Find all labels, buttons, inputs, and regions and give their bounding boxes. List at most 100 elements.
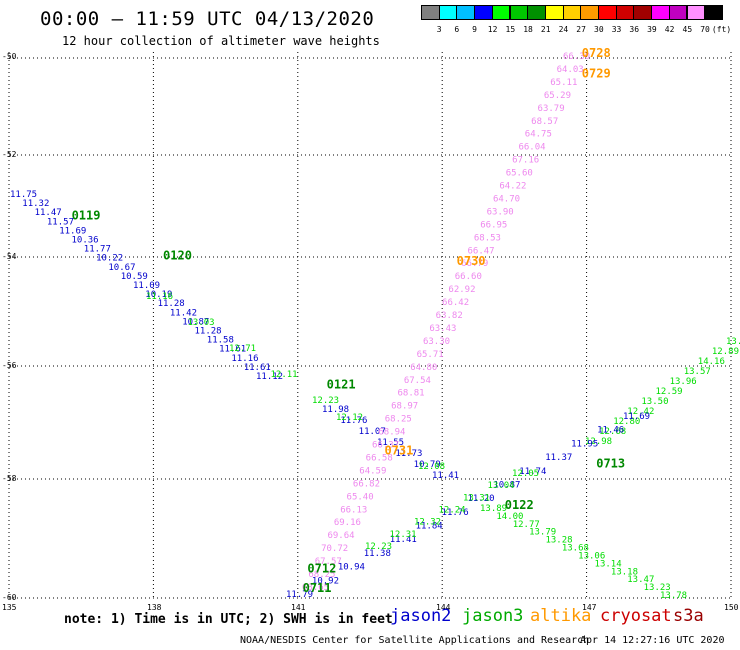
color-swatch bbox=[704, 5, 723, 20]
pass-time-label: 0728 bbox=[582, 46, 611, 60]
swh-value-altika: 65.60 bbox=[506, 169, 533, 179]
color-scale-tick: 21 bbox=[540, 25, 551, 34]
swh-value-jason3: 12.11 bbox=[271, 370, 298, 380]
swh-value-jason3: 11.16 bbox=[146, 292, 173, 302]
lat-label: -52 bbox=[2, 150, 17, 159]
swh-value-jason2: 10.19 bbox=[145, 290, 172, 300]
lon-label: 141 bbox=[291, 603, 306, 612]
swh-value-jason3: 13.89 bbox=[480, 504, 507, 514]
swh-value-jason2: 11.61 bbox=[244, 363, 271, 373]
pass-time-label: 0711 bbox=[303, 581, 332, 595]
swh-value-jason2: 11.73 bbox=[395, 449, 422, 459]
swh-value-jason2: 11.98 bbox=[322, 405, 349, 415]
swh-value-jason3: 12.05 bbox=[512, 469, 539, 479]
swh-value-jason2: 11.77 bbox=[84, 245, 111, 255]
swh-value-altika: 69.64 bbox=[327, 531, 354, 541]
swh-value-altika: 63.79 bbox=[538, 104, 565, 114]
swh-value-jason3: 12.32 bbox=[414, 518, 441, 528]
swh-value-altika: 68.81 bbox=[397, 389, 424, 399]
swh-value-altika: 66.82 bbox=[353, 479, 380, 489]
color-scale-tick: 33 bbox=[611, 25, 622, 34]
lon-label: 144 bbox=[436, 603, 451, 612]
swh-value-altika: 66.13 bbox=[340, 505, 367, 515]
lon-label: 147 bbox=[582, 603, 597, 612]
swh-value-altika: 64.75 bbox=[525, 130, 552, 140]
swh-value-jason3: 12.24 bbox=[439, 506, 466, 516]
swh-value-altika: 64.03 bbox=[557, 65, 584, 75]
color-scale-tick: 6 bbox=[454, 25, 460, 34]
swh-value-altika: 66.04 bbox=[518, 143, 545, 153]
swh-value-jason2: 11.38 bbox=[364, 549, 391, 559]
swh-value-jason2: 11.41 bbox=[390, 535, 417, 545]
pass-time-label: 0731 bbox=[384, 444, 413, 458]
swh-value-jason2: 11.41 bbox=[432, 471, 459, 481]
units-note: note: 1) Time is in UTC; 2) SWH is in fe… bbox=[64, 612, 393, 627]
color-scale-tick: 12 bbox=[487, 25, 498, 34]
swh-value-altika: 68.65 bbox=[302, 583, 329, 593]
swh-value-jason2: 11.95 bbox=[571, 439, 598, 449]
pass-time-label: 0122 bbox=[505, 498, 534, 512]
color-scale-tick: 9 bbox=[472, 25, 477, 34]
pass-time-label: 0713 bbox=[596, 457, 625, 471]
swh-value-altika: 70.72 bbox=[321, 544, 348, 554]
swh-value-altika: 63.30 bbox=[423, 337, 450, 347]
swh-value-altika: 66.58 bbox=[366, 453, 393, 463]
swh-value-altika: 63.43 bbox=[429, 324, 456, 334]
pass-time-label: 0121 bbox=[327, 378, 356, 392]
pass-time-label: 0119 bbox=[72, 208, 101, 222]
swh-value-jason2: 11.42 bbox=[170, 308, 197, 318]
swh-value-altika: 65.11 bbox=[550, 78, 577, 88]
swh-value-jason3: 12.80 bbox=[613, 417, 640, 427]
swh-value-altika: 68.25 bbox=[308, 570, 335, 580]
swh-value-altika: 64.22 bbox=[499, 182, 526, 192]
swh-value-jason2: 11.69 bbox=[59, 226, 86, 236]
swh-value-altika: 67.54 bbox=[404, 376, 431, 386]
swh-value-jason3: 12.23 bbox=[312, 396, 339, 406]
swh-value-jason3: 13.04 bbox=[488, 481, 515, 491]
swh-value-altika: 67.57 bbox=[315, 557, 342, 567]
lat-label: -54 bbox=[2, 252, 17, 261]
swh-value-jason2: 11.37 bbox=[545, 453, 572, 463]
lon-label: 138 bbox=[147, 603, 162, 612]
swh-value-jason2: 11.32 bbox=[22, 199, 49, 209]
swh-value-jason2: 10.59 bbox=[121, 272, 148, 282]
swh-value-jason2: 11.79 bbox=[286, 590, 313, 600]
legend-jason2: jason2 bbox=[390, 606, 452, 626]
swh-value-jason2: 10.36 bbox=[72, 236, 99, 246]
swh-value-altika: 68.57 bbox=[531, 117, 558, 127]
swh-value-altika: 66.79 bbox=[461, 259, 488, 269]
swh-value-jason2: 11.74 bbox=[519, 467, 546, 477]
swh-value-jason3: 14.00 bbox=[496, 512, 523, 522]
swh-value-altika: 63.82 bbox=[436, 311, 463, 321]
swh-value-jason3: 12.89 bbox=[712, 347, 739, 357]
swh-value-jason3: 12.31 bbox=[390, 530, 417, 540]
swh-value-jason3: 12.68 bbox=[599, 427, 626, 437]
swh-value-altika: 69.16 bbox=[334, 518, 361, 528]
swh-value-jason3: 13.50 bbox=[641, 397, 668, 407]
swh-value-jason3: 12.71 bbox=[229, 344, 256, 354]
swh-value-altika: 64.70 bbox=[493, 194, 520, 204]
swh-value-jason3: 13.14 bbox=[595, 559, 622, 569]
color-scale-tick: 36 bbox=[629, 25, 640, 34]
swh-value-jason3: 12.08 bbox=[418, 462, 445, 472]
swh-value-jason3: 13.57 bbox=[684, 367, 711, 377]
pass-time-label: 0712 bbox=[307, 561, 336, 575]
swh-value-jason3: 13.78 bbox=[660, 591, 687, 601]
pass-time-label: 0730 bbox=[457, 254, 486, 268]
lat-label: -60 bbox=[2, 593, 17, 602]
swh-value-jason2: 11.28 bbox=[195, 327, 222, 337]
legend-cryosat: cryosat bbox=[600, 606, 672, 626]
color-scale-tick: 45 bbox=[682, 25, 693, 34]
color-scale-tick: 3 bbox=[436, 25, 442, 34]
color-scale-unit: (ft) bbox=[711, 25, 732, 34]
swh-value-altika: 64.59 bbox=[359, 466, 386, 476]
swh-value-altika: 68.94 bbox=[378, 428, 405, 438]
swh-value-jason3: 13.74 bbox=[726, 337, 740, 347]
swh-value-altika: 68.53 bbox=[474, 233, 501, 243]
swh-value-jason2: 11.07 bbox=[359, 427, 386, 437]
swh-value-altika: 66.42 bbox=[442, 298, 469, 308]
swh-value-jason3: 13.68 bbox=[562, 544, 589, 554]
swh-value-jason2: 11.61 bbox=[219, 345, 246, 355]
credit-line: NOAA/NESDIS Center for Satellite Applica… bbox=[240, 635, 590, 646]
